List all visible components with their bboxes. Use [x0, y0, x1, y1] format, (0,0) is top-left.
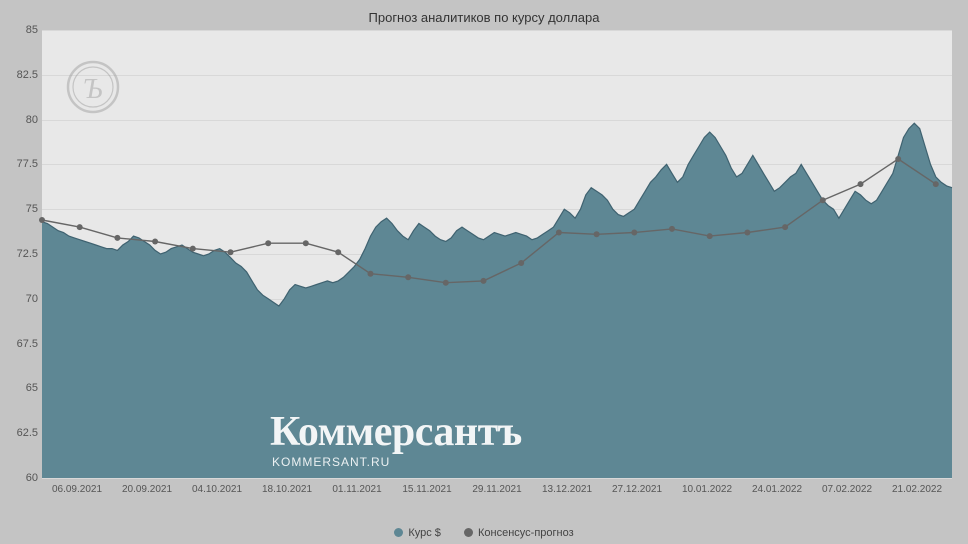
legend-label: Курс $ [408, 527, 441, 539]
watermark-brand: Коммерсантъ [270, 408, 522, 456]
y-tick-label: 80 [0, 114, 38, 126]
x-tick-label: 21.02.2022 [892, 484, 942, 495]
consensus-marker [518, 260, 524, 266]
svg-text:Ъ: Ъ [84, 74, 103, 105]
y-tick-label: 85 [0, 24, 38, 36]
legend-item-line: Консенсус-прогноз [464, 527, 574, 539]
y-tick-label: 82.5 [0, 69, 38, 81]
consensus-marker [114, 235, 120, 241]
x-tick-label: 06.09.2021 [52, 484, 102, 495]
consensus-marker [39, 217, 45, 223]
y-tick-label: 77.5 [0, 158, 38, 170]
legend-swatch-icon [464, 528, 473, 537]
chart-title: Прогноз аналитиков по курсу доллара [0, 10, 968, 25]
x-tick-label: 24.01.2022 [752, 484, 802, 495]
legend-label: Консенсус-прогноз [478, 527, 574, 539]
consensus-marker [152, 239, 158, 245]
y-tick-label: 65 [0, 382, 38, 394]
legend-swatch-icon [394, 528, 403, 537]
x-tick-label: 10.01.2022 [682, 484, 732, 495]
legend: Курс $ Консенсус-прогноз [0, 527, 968, 541]
y-tick-label: 75 [0, 203, 38, 215]
consensus-marker [858, 181, 864, 187]
y-tick-label: 62.5 [0, 427, 38, 439]
x-tick-label: 20.09.2021 [122, 484, 172, 495]
consensus-marker [933, 181, 939, 187]
legend-item-area: Курс $ [394, 527, 441, 539]
x-tick-label: 18.10.2021 [262, 484, 312, 495]
consensus-marker [405, 274, 411, 280]
consensus-marker [594, 231, 600, 237]
consensus-marker [707, 233, 713, 239]
consensus-marker [895, 156, 901, 162]
x-tick-label: 15.11.2021 [402, 484, 451, 495]
consensus-marker [744, 230, 750, 236]
consensus-marker [368, 271, 374, 277]
x-tick-label: 27.12.2021 [612, 484, 662, 495]
x-tick-label: 13.12.2021 [542, 484, 592, 495]
y-tick-label: 67.5 [0, 338, 38, 350]
consensus-marker [303, 240, 309, 246]
x-tick-label: 07.02.2022 [822, 484, 872, 495]
chart-container: Прогноз аналитиков по курсу доллара 60 62… [0, 0, 968, 544]
consensus-marker [782, 224, 788, 230]
consensus-marker [669, 226, 675, 232]
grid-line [42, 478, 952, 479]
consensus-marker [556, 230, 562, 236]
x-tick-label: 01.11.2021 [332, 484, 381, 495]
consensus-marker [631, 230, 637, 236]
y-tick-label: 60 [0, 472, 38, 484]
consensus-marker [265, 240, 271, 246]
consensus-marker [228, 249, 234, 255]
x-tick-label: 29.11.2021 [472, 484, 521, 495]
x-tick-label: 04.10.2021 [192, 484, 242, 495]
consensus-marker [190, 246, 196, 252]
consensus-marker [77, 224, 83, 230]
consensus-marker [820, 197, 826, 203]
watermark-url: KOMMERSANT.RU [272, 455, 390, 469]
watermark-logo-icon: Ъ [66, 60, 120, 114]
consensus-marker [443, 280, 449, 286]
consensus-marker [481, 278, 487, 284]
consensus-marker [335, 249, 341, 255]
y-tick-label: 70 [0, 293, 38, 305]
y-tick-label: 72.5 [0, 248, 38, 260]
